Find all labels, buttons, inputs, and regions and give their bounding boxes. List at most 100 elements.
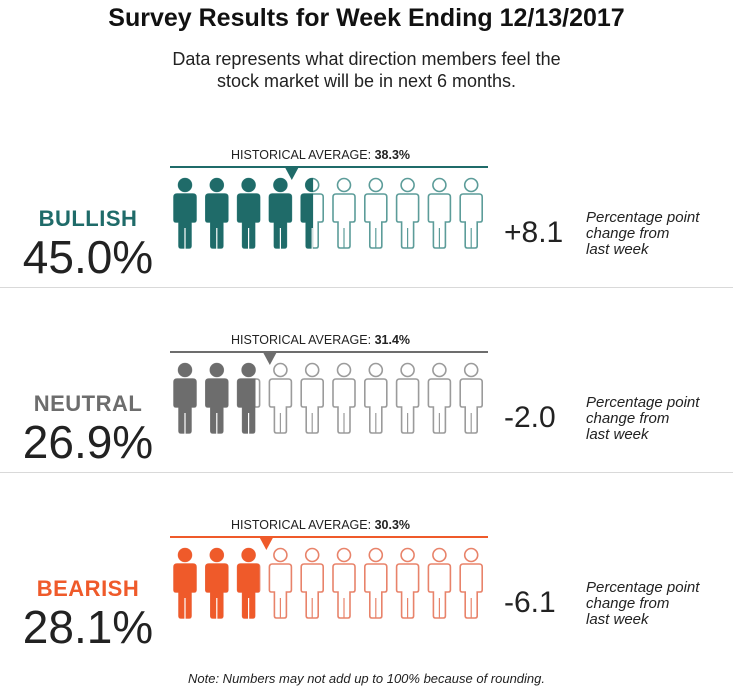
person-body-outline — [300, 563, 324, 619]
category-label: NEUTRAL — [33, 391, 143, 416]
change-note-line: last week — [586, 426, 649, 443]
person-body-outline — [300, 378, 324, 434]
change-value: -6.1 — [504, 586, 556, 619]
person-head-outline — [400, 547, 415, 563]
person-head-outline — [368, 177, 384, 193]
change-note-line: last week — [586, 241, 649, 258]
historical-average-prefix: HISTORICAL AVERAGE: — [231, 518, 375, 532]
pictogram — [170, 536, 488, 619]
person-body-filled — [205, 563, 229, 619]
change-note-line: Percentage point — [586, 579, 700, 596]
person-icon-outline — [459, 547, 484, 619]
person-icon-outline — [300, 547, 324, 619]
person-head-filled — [241, 178, 256, 192]
person-head-outline — [304, 547, 320, 563]
historical-average-marker — [259, 537, 274, 550]
person-icon-outline — [459, 177, 484, 249]
person-head-outline — [463, 362, 479, 378]
historical-average-prefix: HISTORICAL AVERAGE: — [231, 148, 375, 162]
person-body-filled — [237, 563, 260, 619]
person-icon-outline — [364, 362, 388, 434]
person-head-outline — [432, 362, 447, 378]
person-icon-filled — [205, 548, 229, 619]
person-body-outline — [395, 378, 420, 434]
person-head-outline — [432, 547, 447, 563]
change-note: Percentage point change from last week — [586, 395, 731, 443]
subtitle-line-1: Data represents what direction members f… — [172, 49, 561, 69]
person-icon-filled — [205, 363, 229, 434]
historical-average-label: HISTORICAL AVERAGE: 38.3% — [231, 148, 410, 162]
person-body-outline — [268, 563, 293, 619]
person-body-filled — [237, 378, 256, 434]
person-icon-outline — [395, 362, 420, 434]
person-icon-filled — [237, 363, 256, 434]
person-head-filled — [178, 178, 192, 192]
person-head-filled — [241, 363, 256, 377]
person-body-outline — [268, 378, 293, 434]
person-body-outline — [427, 193, 452, 249]
change-note: Percentage point change from last week — [586, 210, 731, 258]
change-note-line: change from — [586, 410, 670, 427]
category-label: BEARISH — [36, 576, 140, 601]
change-note-line: change from — [586, 225, 670, 242]
person-body-outline — [364, 563, 388, 619]
section-divider — [0, 472, 733, 473]
person-head-outline — [368, 547, 384, 563]
subtitle: Data represents what direction members f… — [0, 48, 733, 92]
footnote: Note: Numbers may not add up to 100% bec… — [188, 671, 545, 686]
category-label: BULLISH — [38, 206, 138, 231]
person-icon-filled — [173, 178, 197, 249]
person-head-filled — [209, 363, 224, 377]
historical-average-value: 31.4% — [374, 333, 411, 347]
person-head-filled — [273, 178, 288, 192]
change-note: Percentage point change from last week — [586, 580, 731, 628]
historical-average-marker — [284, 167, 299, 180]
person-icon-outline — [268, 362, 293, 434]
person-body-outline — [332, 563, 356, 619]
person-icon-outline — [395, 177, 420, 249]
person-icon-outline — [395, 547, 420, 619]
person-head-outline — [336, 547, 352, 563]
person-head-outline — [463, 177, 479, 193]
person-icon-outline — [332, 547, 356, 619]
person-body-outline — [459, 378, 484, 434]
historical-average-label: HISTORICAL AVERAGE: 31.4% — [231, 333, 410, 347]
person-head-outline — [400, 362, 415, 378]
change-note-line: change from — [586, 595, 670, 612]
person-icon-outline — [268, 547, 293, 619]
person-body-outline — [364, 193, 388, 249]
person-head-filled — [178, 363, 192, 377]
person-head-filled — [209, 548, 224, 562]
person-body-outline — [332, 378, 356, 434]
historical-average-marker — [262, 352, 277, 365]
person-icon-outline — [364, 177, 388, 249]
person-body-outline — [427, 563, 452, 619]
historical-average-value: 30.3% — [374, 518, 411, 532]
section-divider — [0, 287, 733, 288]
icon-fill-group — [173, 363, 256, 434]
page-title: Survey Results for Week Ending 12/13/201… — [108, 4, 625, 32]
person-icon-filled — [268, 178, 292, 249]
person-head-filled — [178, 548, 192, 562]
person-icon-filled — [173, 548, 197, 619]
person-head-outline — [368, 362, 384, 378]
person-body-outline — [459, 193, 484, 249]
person-icon-outline — [459, 362, 484, 434]
person-icon-outline — [332, 362, 356, 434]
subtitle-line-2: stock market will be in next 6 months. — [216, 71, 517, 91]
icon-fill-group — [173, 548, 260, 619]
category-percent: 45.0% — [22, 231, 154, 283]
historical-average-prefix: HISTORICAL AVERAGE: — [231, 333, 375, 347]
category-percent: 28.1% — [22, 601, 154, 653]
person-head-filled — [241, 548, 256, 562]
person-body-outline — [395, 193, 420, 249]
person-head-outline — [304, 362, 320, 378]
historical-average-label: HISTORICAL AVERAGE: 30.3% — [231, 518, 410, 532]
person-icon-outline — [300, 362, 324, 434]
person-icon-outline — [332, 177, 356, 249]
pictogram — [170, 166, 488, 249]
change-note-line: last week — [586, 611, 649, 628]
person-head-filled — [305, 178, 314, 192]
person-icon-filled — [173, 363, 197, 434]
pictogram — [170, 351, 488, 434]
